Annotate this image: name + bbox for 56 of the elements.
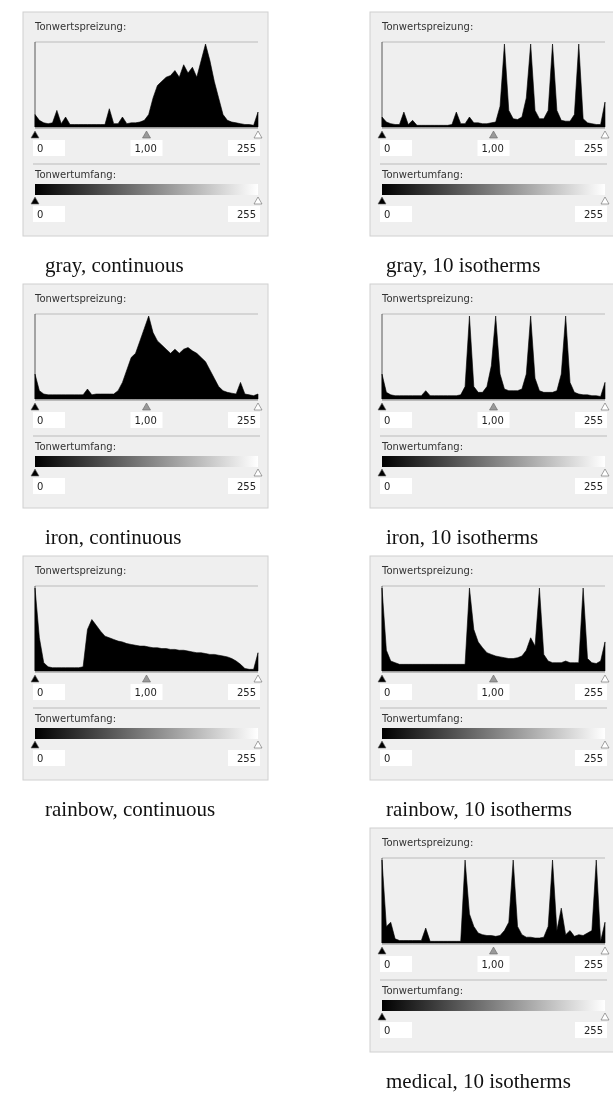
- text: 0: [384, 143, 391, 154]
- text: Tonwertumfang:: [381, 441, 464, 452]
- text: Tonwertspreizung:: [381, 293, 474, 304]
- text: medical, 10 isotherms: [386, 1069, 571, 1093]
- text: 255: [583, 143, 603, 154]
- text: 255: [583, 481, 603, 492]
- text: 255: [236, 143, 256, 154]
- text: 0: [384, 959, 391, 970]
- text: Tonwertumfang:: [34, 441, 117, 452]
- text: 1,00: [481, 959, 504, 970]
- text: 255: [583, 209, 603, 220]
- text: 255: [236, 209, 256, 220]
- text: Tonwertspreizung:: [381, 837, 474, 848]
- text: 255: [583, 959, 603, 970]
- text: 0: [37, 143, 44, 154]
- text: 0: [384, 753, 391, 764]
- text: 1,00: [134, 415, 157, 426]
- text: 1,00: [481, 143, 504, 154]
- text: Tonwertumfang:: [381, 713, 464, 724]
- text: 0: [384, 209, 391, 220]
- text: 0: [37, 415, 44, 426]
- text: 255: [236, 415, 256, 426]
- text: Tonwertspreizung:: [34, 21, 127, 32]
- text: 0: [37, 687, 44, 698]
- text: Tonwertumfang:: [381, 169, 464, 180]
- text: gray, continuous: [45, 253, 184, 277]
- text: 1,00: [134, 143, 157, 154]
- text: rainbow, continuous: [45, 797, 216, 821]
- text: Tonwertspreizung:: [34, 293, 127, 304]
- text: 255: [583, 687, 603, 698]
- text: Tonwertumfang:: [381, 985, 464, 996]
- text: rainbow, 10 isotherms: [386, 797, 572, 821]
- text: 255: [236, 481, 256, 492]
- text: 255: [236, 753, 256, 764]
- text: Tonwertspreizung:: [381, 565, 474, 576]
- text: 0: [37, 209, 44, 220]
- text: iron, continuous: [45, 525, 182, 549]
- text: 0: [384, 1025, 391, 1036]
- text: 1,00: [134, 687, 157, 698]
- text: 0: [384, 687, 391, 698]
- text: 1,00: [481, 687, 504, 698]
- text: 255: [583, 753, 603, 764]
- text: 0: [384, 415, 391, 426]
- text: 0: [384, 481, 391, 492]
- text: 0: [37, 481, 44, 492]
- text: iron, 10 isotherms: [386, 525, 539, 549]
- text: 255: [236, 687, 256, 698]
- text: 0: [37, 753, 44, 764]
- text: Tonwertumfang:: [34, 169, 117, 180]
- text: Tonwertumfang:: [34, 713, 117, 724]
- text: Tonwertspreizung:: [381, 21, 474, 32]
- text: 1,00: [481, 415, 504, 426]
- text: gray, 10 isotherms: [386, 253, 541, 277]
- text: 255: [583, 415, 603, 426]
- text: 255: [583, 1025, 603, 1036]
- text: Tonwertspreizung:: [34, 565, 127, 576]
